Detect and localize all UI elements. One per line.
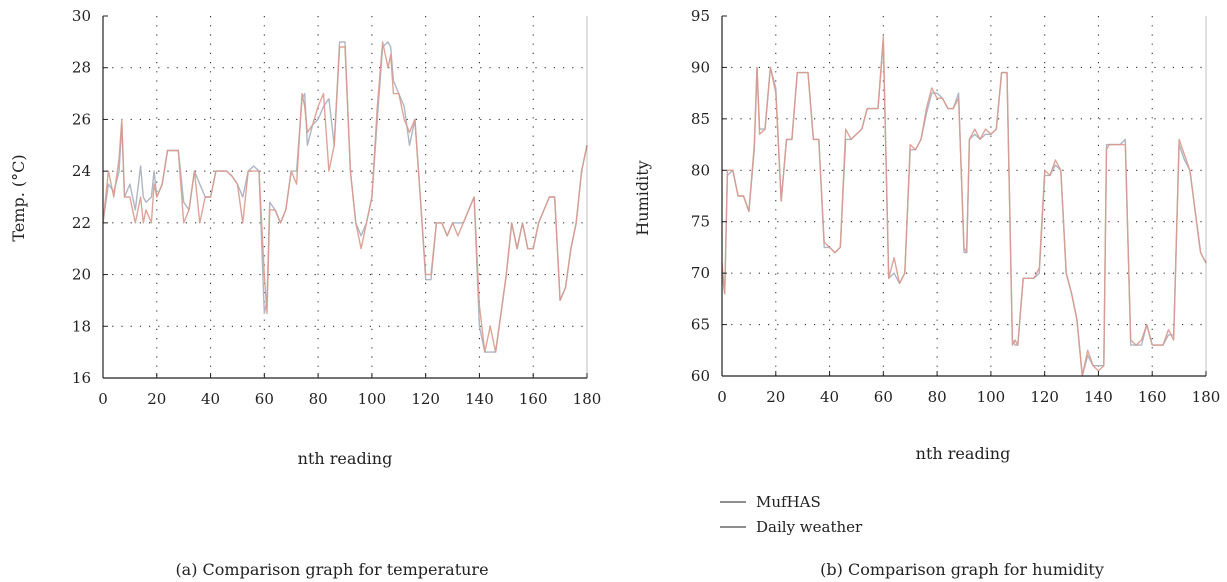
humidity-y-axis-label: Humidity bbox=[633, 160, 652, 235]
temperature-caption: (a) Comparison graph for temperature bbox=[175, 560, 488, 579]
humidity-ytick-label-85: 85 bbox=[691, 110, 710, 128]
humidity-xtick-label-60: 60 bbox=[874, 388, 893, 406]
humidity-legend: MufHAS Daily weather bbox=[720, 493, 863, 536]
temperature-y-axis-label: Temp. (°C) bbox=[9, 154, 28, 241]
temperature-series-mufhas bbox=[102, 41, 588, 353]
temperature-xtick-label-160: 160 bbox=[519, 390, 548, 408]
humidity-series-mufhas bbox=[721, 41, 1207, 377]
humidity-ytick-label-75: 75 bbox=[691, 213, 710, 231]
humidity-ytick-label-90: 90 bbox=[691, 58, 710, 76]
temperature-xtick-label-60: 60 bbox=[255, 390, 274, 408]
humidity-xtick-label-140: 140 bbox=[1084, 388, 1113, 406]
temperature-ytick-label-20: 20 bbox=[72, 266, 91, 284]
humidity-ytick-label-60: 60 bbox=[691, 367, 710, 385]
humidity-xtick-label-120: 120 bbox=[1030, 388, 1059, 406]
temperature-axes bbox=[102, 15, 588, 379]
humidity-xtick-label-20: 20 bbox=[766, 388, 785, 406]
humidity-caption: (b) Comparison graph for humidity bbox=[820, 560, 1104, 579]
humidity-ytick-label-65: 65 bbox=[691, 316, 710, 334]
temperature-series-daily-weather bbox=[102, 41, 588, 353]
humidity-ytick-label-70: 70 bbox=[691, 264, 710, 282]
temperature-xtick-label-80: 80 bbox=[309, 390, 328, 408]
humidity-series-lines bbox=[721, 35, 1207, 377]
temperature-ytick-label-16: 16 bbox=[72, 369, 91, 387]
humidity-ytick-label-95: 95 bbox=[691, 7, 710, 25]
temperature-series-lines bbox=[102, 41, 588, 353]
temperature-x-axis-label: nth reading bbox=[298, 449, 393, 468]
humidity-x-axis-label: nth reading bbox=[916, 444, 1011, 463]
humidity-xtick-label-100: 100 bbox=[977, 388, 1006, 406]
temperature-ytick-label-26: 26 bbox=[72, 110, 91, 128]
temperature-xtick-label-180: 180 bbox=[573, 390, 602, 408]
temperature-ytick-label-24: 24 bbox=[72, 162, 91, 180]
humidity-ytick-label-80: 80 bbox=[691, 161, 710, 179]
legend-label-daily-weather: Daily weather bbox=[756, 518, 863, 536]
humidity-tick-labels: 0 20 40 60 80 100 120 140 160 180 60 65 70 75 80 85 90 95 bbox=[691, 7, 1220, 406]
temperature-grid bbox=[103, 16, 587, 378]
temperature-xtick-label-120: 120 bbox=[411, 390, 440, 408]
humidity-xtick-label-180: 180 bbox=[1192, 388, 1221, 406]
humidity-series-daily-weather bbox=[721, 35, 1207, 377]
humidity-chart: 0 20 40 60 80 100 120 140 160 180 60 65 70 75 80 85 90 95… bbox=[633, 7, 1220, 579]
humidity-xtick-label-80: 80 bbox=[928, 388, 947, 406]
temperature-xtick-label-40: 40 bbox=[201, 390, 220, 408]
temperature-ytick-label-30: 30 bbox=[72, 7, 91, 25]
humidity-xtick-label-40: 40 bbox=[820, 388, 839, 406]
temperature-tick-labels: 0 20 40 60 80 100 120 140 160 180 16 18 20 22 24 26 28 30 bbox=[72, 7, 601, 408]
temperature-xtick-label-20: 20 bbox=[147, 390, 166, 408]
temperature-xtick-label-0: 0 bbox=[98, 390, 108, 408]
temperature-xtick-label-100: 100 bbox=[358, 390, 387, 408]
legend-label-mufhas: MufHAS bbox=[756, 493, 821, 511]
humidity-xtick-label-160: 160 bbox=[1138, 388, 1167, 406]
temperature-ytick-label-18: 18 bbox=[72, 317, 91, 335]
temperature-ytick-label-22: 22 bbox=[72, 214, 91, 232]
humidity-grid bbox=[722, 16, 1206, 376]
humidity-axes bbox=[721, 15, 1207, 377]
temperature-chart: 0 20 40 60 80 100 120 140 160 180 16 18 20 22 24 26 28 30… bbox=[9, 7, 601, 579]
temperature-ytick-label-28: 28 bbox=[72, 59, 91, 77]
temperature-xtick-label-140: 140 bbox=[465, 390, 494, 408]
humidity-xtick-label-0: 0 bbox=[717, 388, 727, 406]
